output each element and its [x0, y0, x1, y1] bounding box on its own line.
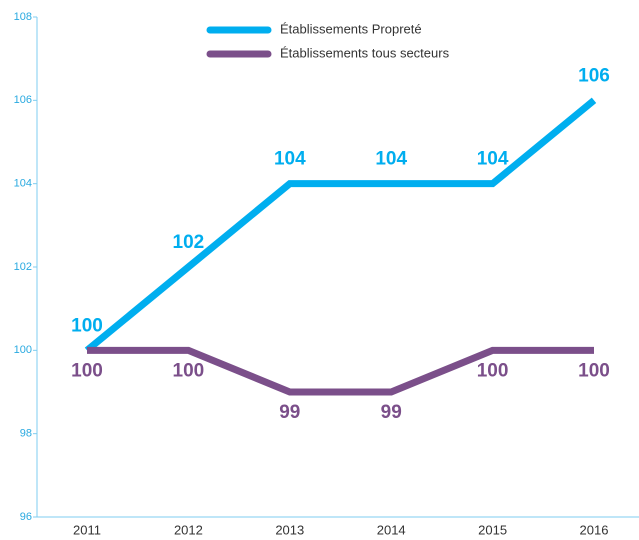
data-label: 100: [578, 360, 610, 381]
data-label: 100: [71, 315, 103, 336]
data-label: 104: [274, 149, 306, 170]
x-tick-label: 2014: [377, 522, 406, 537]
y-tick-label: 98: [20, 428, 32, 440]
data-label: 100: [173, 360, 205, 381]
data-label: 102: [173, 232, 205, 253]
x-tick-label: 2013: [275, 522, 304, 537]
x-tick-label: 2012: [174, 522, 203, 537]
y-tick-label: 96: [20, 511, 32, 523]
x-tick-label: 2016: [580, 522, 609, 537]
data-label: 106: [578, 65, 610, 86]
data-label: 100: [71, 360, 103, 381]
data-label: 99: [279, 402, 300, 423]
series-line: [84, 97, 597, 354]
y-tick-label: 108: [14, 11, 32, 23]
data-label: 99: [381, 402, 402, 423]
legend-label: Établissements Propreté: [280, 21, 422, 36]
x-tick-label: 2015: [478, 522, 507, 537]
data-label: 104: [477, 149, 509, 170]
series-line: [87, 346, 594, 396]
y-tick-label: 102: [14, 261, 32, 273]
y-tick-label: 104: [14, 178, 32, 190]
y-tick-label: 106: [14, 94, 32, 106]
data-label: 104: [375, 149, 407, 170]
data-label: 100: [477, 360, 509, 381]
x-tick-label: 2011: [73, 522, 101, 537]
legend-label: Établissements tous secteurs: [280, 45, 450, 60]
y-tick-label: 100: [14, 344, 32, 356]
